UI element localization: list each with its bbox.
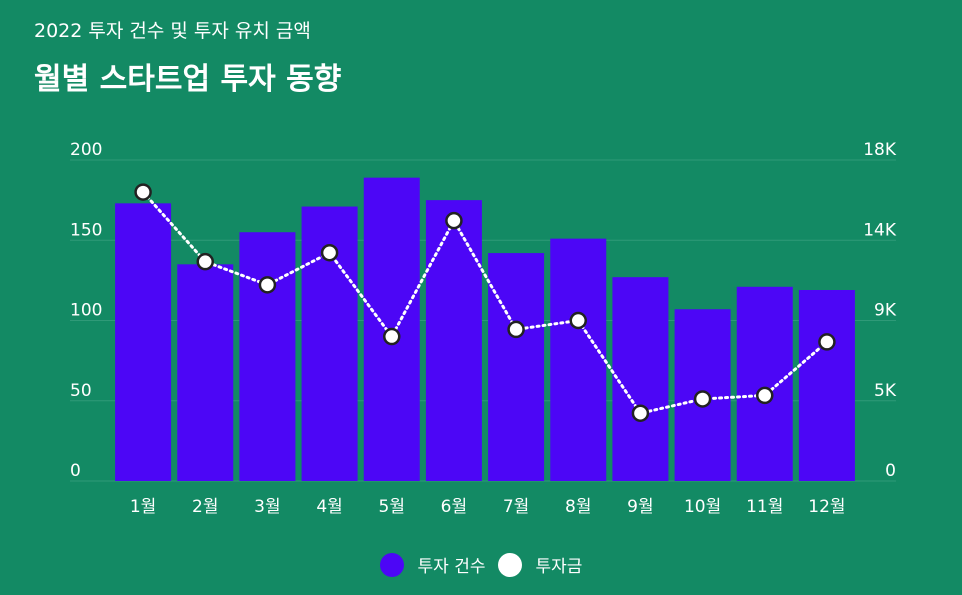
bar	[115, 203, 172, 481]
y-left-tick-label: 150	[70, 220, 102, 240]
y-right-tick-label: 18K	[863, 140, 897, 160]
bar	[612, 277, 669, 481]
bar-series	[115, 177, 855, 482]
legend-label-bar: 투자 건수	[417, 557, 486, 577]
y-left-tick-label: 50	[70, 381, 92, 401]
x-tick-label: 8월	[565, 497, 591, 517]
line-point	[631, 404, 650, 422]
bar	[177, 264, 234, 481]
x-tick-label: 11월	[746, 497, 783, 517]
x-tick-label: 10월	[684, 497, 721, 517]
line-point	[569, 311, 587, 330]
x-tick-label: 12월	[808, 497, 845, 517]
line-point	[134, 183, 152, 201]
x-tick-label: 5월	[379, 497, 405, 517]
x-tick-label: 1월	[130, 497, 156, 517]
legend-line-swatch-icon	[497, 552, 522, 577]
line-point	[258, 276, 277, 294]
y-left-tick-label: 200	[70, 140, 102, 160]
axis-labels: 0 0 50 5K 100 9K 150 14K 200 18K 1월 2월 3월 4월 5월 6월 7월 8월 9…	[70, 140, 897, 517]
y-right-tick-label: 9K	[874, 301, 897, 321]
x-tick-label: 6월	[441, 497, 467, 517]
y-left-tick-label: 0	[70, 461, 81, 481]
line-point	[196, 252, 214, 271]
line-point	[756, 386, 774, 405]
line-point	[693, 390, 712, 408]
x-tick-label: 2월	[192, 497, 218, 517]
bar	[425, 200, 482, 481]
legend-bar-swatch-icon	[379, 552, 404, 577]
line-point	[445, 211, 463, 230]
legend-item-bar[interactable]: 투자 건수	[379, 552, 486, 577]
line-point	[320, 243, 339, 262]
line-path	[141, 190, 829, 415]
x-tick-label: 9월	[627, 497, 653, 517]
line-point	[383, 327, 401, 346]
line-series	[134, 183, 836, 422]
y-right-tick-label: 0	[885, 461, 896, 481]
legend: 투자 건수 투자금	[0, 552, 962, 577]
chart-title: 월별 스타트업 투자 동향	[34, 62, 342, 97]
y-left-tick-label: 100	[70, 301, 102, 321]
x-tick-label: 7월	[503, 497, 529, 517]
x-tick-label: 4월	[316, 497, 342, 517]
bar	[798, 290, 855, 481]
chart-canvas: 0 0 50 5K 100 9K 150 14K 200 18K 1월 2월 3월 4월 5월 6월 7월 8월 9…	[70, 140, 897, 517]
bar	[550, 238, 607, 481]
bar	[488, 253, 545, 481]
chart-subtitle: 2022 투자 건수 및 투자 유치 금액	[34, 20, 311, 42]
legend-item-line[interactable]: 투자금	[497, 552, 583, 577]
bar	[736, 286, 793, 481]
x-tick-label: 3월	[254, 497, 280, 517]
bar	[239, 232, 296, 481]
line-point	[818, 333, 836, 351]
y-right-tick-label: 5K	[874, 381, 897, 401]
y-right-tick-label: 14K	[863, 220, 897, 240]
line-point	[507, 320, 525, 339]
legend-label-line: 투자금	[535, 557, 583, 577]
